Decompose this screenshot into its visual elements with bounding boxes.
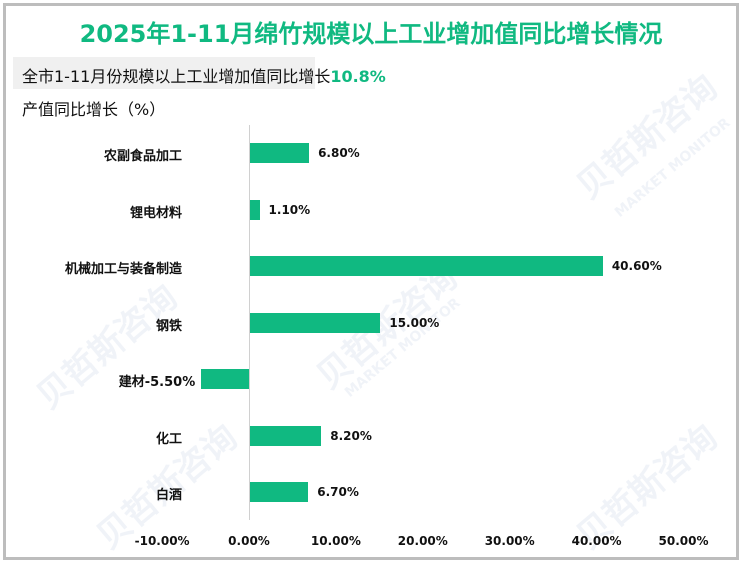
y-axis-label: 产值同比增长（%） bbox=[22, 100, 166, 119]
x-tick-label: 10.00% bbox=[310, 534, 361, 548]
category-label: 白酒 bbox=[155, 488, 182, 503]
bar bbox=[201, 369, 249, 389]
chart-title: 2025年1-11月绵竹规模以上工业增加值同比增长情况 bbox=[79, 20, 663, 48]
subtitle: 全市1-11月份规模以上工业增加值同比增长10.8% bbox=[22, 63, 386, 87]
value-label: 6.80% bbox=[318, 146, 360, 160]
bar bbox=[250, 312, 381, 333]
subtitle-box bbox=[13, 57, 315, 89]
category-label: 机械加工与装备制造 bbox=[64, 262, 182, 277]
category-label: 农副食品加工 bbox=[103, 149, 182, 164]
bar bbox=[250, 425, 322, 446]
bar bbox=[250, 199, 260, 220]
value-label: 40.60% bbox=[611, 259, 662, 273]
category-label: 钢铁 bbox=[155, 318, 182, 334]
x-tick-label: 30.00% bbox=[484, 534, 535, 548]
value-label: 15.00% bbox=[389, 315, 440, 330]
bar bbox=[250, 143, 310, 163]
subtitle-text: 全市1-11月份规模以上工业增加值同比增长 bbox=[22, 67, 331, 86]
x-tick-label: 0.00% bbox=[228, 534, 270, 548]
chart-frame bbox=[3, 3, 739, 560]
value-label: 6.70% bbox=[317, 485, 359, 499]
value-label: 1.10% bbox=[268, 202, 311, 217]
subtitle-highlight: 10.8% bbox=[330, 67, 386, 86]
category-label: 锂电材料 bbox=[129, 205, 182, 221]
bar bbox=[250, 256, 603, 276]
zero-axis-line bbox=[249, 125, 250, 520]
bar bbox=[250, 482, 309, 502]
value-label: 8.20% bbox=[330, 428, 372, 443]
category-label: 化工 bbox=[155, 431, 182, 447]
x-tick-label: -10.00% bbox=[134, 534, 190, 548]
x-tick-label: 20.00% bbox=[397, 534, 448, 548]
x-tick-label: 40.00% bbox=[571, 534, 622, 548]
x-tick-label: 50.00% bbox=[658, 534, 709, 548]
category-label: 建材-5.50% bbox=[118, 375, 196, 390]
